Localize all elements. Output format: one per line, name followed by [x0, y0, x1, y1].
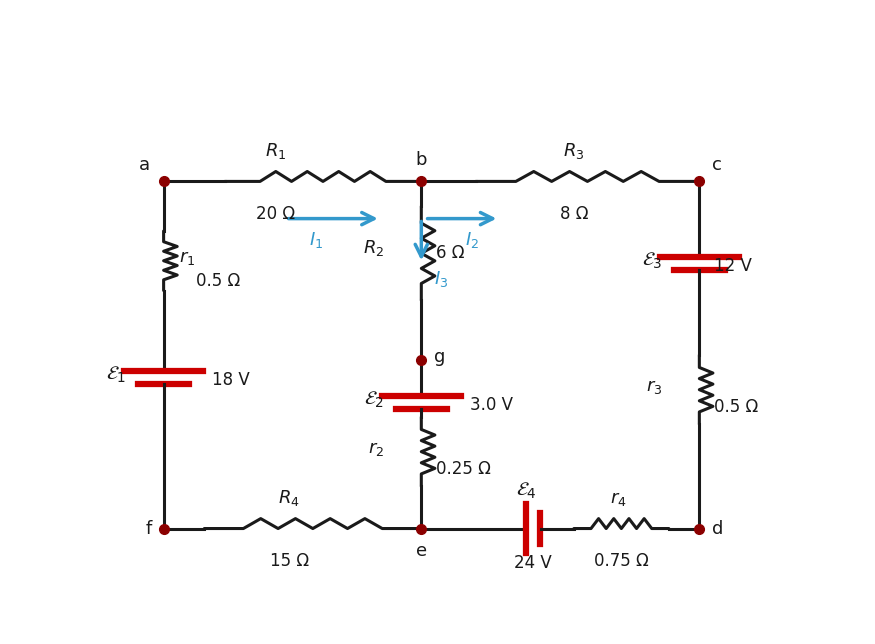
- Text: 20 Ω: 20 Ω: [256, 205, 295, 223]
- Text: 3.0 V: 3.0 V: [470, 395, 513, 413]
- Text: $r_1$: $r_1$: [178, 249, 195, 267]
- Text: 0.75 Ω: 0.75 Ω: [594, 553, 648, 571]
- Text: $\mathcal{E}_3$: $\mathcal{E}_3$: [641, 251, 662, 271]
- Text: $R_3$: $R_3$: [564, 140, 584, 160]
- Text: b: b: [416, 151, 427, 169]
- Text: e: e: [416, 542, 427, 560]
- Text: $R_4$: $R_4$: [278, 488, 300, 507]
- Text: $I_3$: $I_3$: [433, 269, 448, 289]
- Text: $R_2$: $R_2$: [363, 238, 384, 258]
- Text: $I_2$: $I_2$: [466, 229, 480, 249]
- Text: 6 Ω: 6 Ω: [437, 244, 465, 262]
- Text: $\mathcal{E}_4$: $\mathcal{E}_4$: [516, 481, 537, 501]
- Text: $r_2$: $r_2$: [368, 440, 384, 458]
- Text: 15 Ω: 15 Ω: [270, 553, 309, 571]
- Text: $r_4$: $r_4$: [610, 489, 626, 507]
- Text: a: a: [139, 156, 150, 174]
- Text: $\mathcal{E}_1$: $\mathcal{E}_1$: [106, 365, 126, 385]
- Text: 18 V: 18 V: [213, 371, 250, 389]
- Text: d: d: [711, 520, 723, 538]
- Text: $\mathcal{E}_2$: $\mathcal{E}_2$: [364, 390, 384, 410]
- Text: g: g: [433, 348, 444, 366]
- Text: $R_1$: $R_1$: [265, 140, 286, 160]
- Text: 0.5 Ω: 0.5 Ω: [714, 398, 759, 416]
- Text: 0.5 Ω: 0.5 Ω: [196, 272, 241, 290]
- Text: $I_1$: $I_1$: [309, 229, 323, 249]
- Text: 24 V: 24 V: [514, 554, 552, 573]
- Text: $r_3$: $r_3$: [646, 378, 662, 396]
- Text: 8 Ω: 8 Ω: [560, 205, 588, 223]
- Text: c: c: [711, 156, 721, 174]
- Text: 0.25 Ω: 0.25 Ω: [437, 460, 491, 478]
- Text: 12 V: 12 V: [714, 257, 752, 275]
- Text: f: f: [145, 520, 151, 538]
